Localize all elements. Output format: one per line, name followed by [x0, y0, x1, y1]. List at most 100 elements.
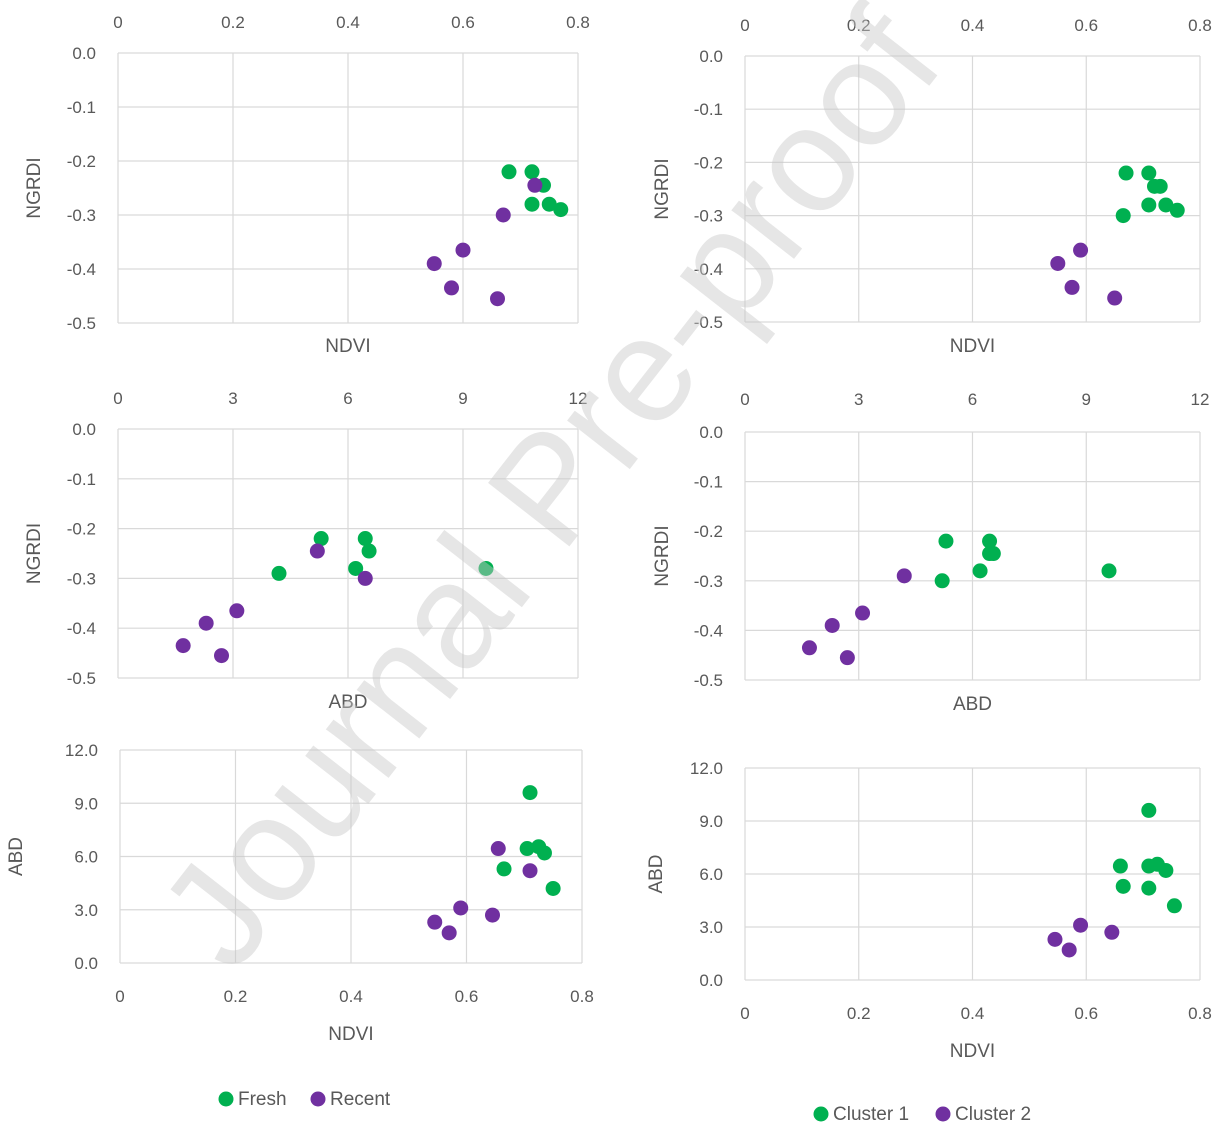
data-point: [1158, 197, 1174, 213]
y-tick-label: -0.1: [694, 473, 723, 492]
y-tick-label: -0.2: [67, 520, 96, 539]
data-point: [1104, 924, 1120, 940]
data-point: [496, 861, 512, 877]
x-tick-label: 0.6: [455, 987, 479, 1006]
y-tick-label: 0.0: [699, 47, 723, 66]
legend-marker: [218, 1091, 234, 1107]
data-point: [553, 202, 569, 218]
data-point: [214, 648, 229, 664]
x-axis-title: NDVI: [950, 1041, 995, 1062]
x-tick-label: 0.4: [961, 16, 985, 35]
series-fresh: [496, 785, 561, 896]
data-point: [1141, 165, 1157, 181]
x-tick-label: 0: [740, 1004, 749, 1023]
data-point: [490, 291, 505, 307]
data-point: [175, 638, 191, 654]
y-tick-label: 0.0: [72, 44, 96, 63]
x-tick-label: 0.6: [1074, 16, 1098, 35]
series-cluster-1: [934, 533, 1117, 589]
series-recent: [175, 543, 373, 664]
x-tick-label: 6: [968, 390, 977, 409]
y-tick-label: -0.1: [67, 470, 96, 489]
data-point: [1141, 880, 1157, 896]
data-point: [361, 543, 377, 559]
y-tick-label: 0.0: [699, 423, 723, 442]
y-tick-label: -0.2: [67, 152, 96, 171]
series-recent: [426, 177, 543, 307]
series-cluster-1: [1115, 165, 1185, 224]
x-tick-label: 0.8: [1188, 1004, 1212, 1023]
data-point: [357, 570, 373, 586]
x-axis-title: ABD: [953, 694, 992, 715]
y-tick-label: 6.0: [74, 848, 98, 867]
legend-label: Cluster 2: [955, 1104, 1031, 1125]
series-cluster-1: [1112, 802, 1182, 914]
x-tick-label: 0.8: [566, 13, 590, 32]
x-tick-label: 0: [113, 389, 122, 408]
legend-marker: [935, 1106, 951, 1122]
data-point: [441, 925, 457, 941]
y-tick-label: -0.4: [67, 260, 96, 279]
x-tick-label: 12: [1191, 390, 1210, 409]
data-point: [426, 256, 442, 272]
data-point: [1112, 858, 1128, 874]
data-point: [1101, 563, 1117, 579]
data-point: [824, 617, 840, 633]
y-axis-title: NGRDI: [652, 525, 673, 586]
data-point: [1115, 878, 1131, 894]
x-tick-label: 0: [740, 390, 749, 409]
y-tick-label: 0.0: [74, 954, 98, 973]
chart-2: 0 0.2 0.4 0.6 0.8 0.0 -0.1 -0.2 -0.3 -0.4 -0.5 NDVI…: [652, 16, 1212, 357]
y-tick-label: 0.0: [699, 971, 723, 990]
x-tick-label: 0: [113, 13, 122, 32]
data-point: [938, 533, 954, 549]
legend-label: Cluster 1: [833, 1104, 909, 1125]
series-fresh: [271, 531, 494, 581]
y-tick-label: -0.1: [694, 100, 723, 119]
data-point: [313, 531, 329, 547]
data-point: [1152, 178, 1168, 194]
x-tick-label: 0.6: [1074, 1004, 1098, 1023]
y-tick-label: -0.3: [694, 572, 723, 591]
chart-3: 0 3 6 9 12 0.0 -0.1 -0.2 -0.3 -0.4 -0.5 ABD NGRDI: [24, 389, 587, 713]
x-tick-label: 9: [458, 389, 467, 408]
x-axis-title: NDVI: [950, 336, 995, 357]
data-point: [982, 533, 998, 549]
y-tick-label: -0.2: [694, 153, 723, 172]
data-point: [453, 900, 469, 916]
data-point: [934, 573, 950, 589]
data-point: [444, 280, 459, 296]
data-point: [1061, 942, 1077, 958]
data-point: [545, 880, 561, 896]
x-tick-label: 0.4: [339, 987, 363, 1006]
y-tick-label: -0.1: [67, 98, 96, 117]
data-point: [527, 177, 543, 193]
y-tick-label: 12.0: [690, 759, 723, 778]
data-point: [972, 563, 988, 579]
data-point: [478, 560, 494, 576]
data-point: [1073, 242, 1089, 258]
data-point: [524, 196, 540, 212]
chart-4: 0 3 6 9 12 0.0 -0.1 -0.2 -0.3 -0.4 -0.5 ABD NGRDI: [652, 390, 1209, 715]
x-axis-title: ABD: [328, 692, 367, 713]
data-point: [1158, 862, 1174, 878]
x-tick-label: 3: [854, 390, 863, 409]
y-axis-title: NGRDI: [24, 157, 45, 218]
data-point: [855, 605, 871, 621]
data-point: [1141, 802, 1157, 818]
x-tick-label: 0: [115, 987, 124, 1006]
y-tick-label: -0.4: [67, 619, 96, 638]
legend-label: Recent: [330, 1089, 391, 1110]
series-cluster-2: [1047, 917, 1120, 958]
y-tick-label: -0.5: [67, 669, 96, 688]
data-point: [524, 164, 540, 180]
data-point: [541, 196, 557, 212]
x-tick-label: 0.4: [961, 1004, 985, 1023]
x-tick-label: 0.4: [336, 13, 360, 32]
y-tick-label: -0.3: [67, 206, 96, 225]
y-axis-title: NGRDI: [24, 523, 45, 584]
y-tick-label: 9.0: [699, 812, 723, 831]
data-point: [198, 615, 214, 631]
data-point: [357, 531, 373, 547]
data-point: [484, 907, 500, 923]
